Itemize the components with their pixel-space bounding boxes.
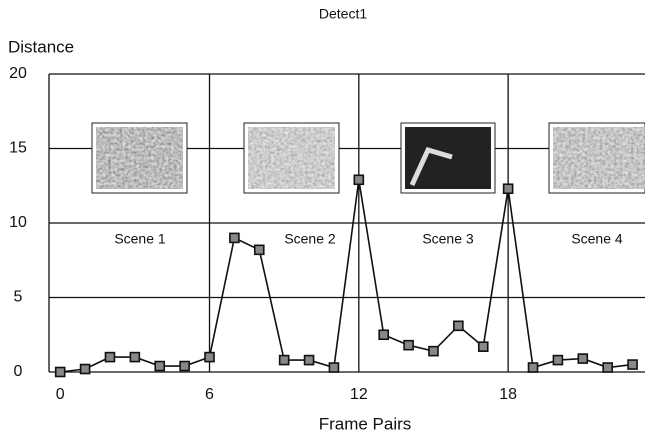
data-point — [130, 353, 139, 362]
data-point — [429, 347, 438, 356]
data-point — [504, 184, 513, 193]
data-point — [529, 363, 538, 372]
data-point — [305, 356, 314, 365]
data-point — [155, 362, 164, 371]
y-axis-title: Distance — [8, 37, 74, 56]
data-point — [56, 368, 65, 377]
data-point — [578, 354, 587, 363]
data-point — [105, 353, 114, 362]
x-axis-title: Frame Pairs — [319, 414, 412, 433]
y-tick-label: 5 — [14, 289, 23, 306]
data-line — [60, 180, 632, 372]
chart-title: Detect1 — [319, 6, 367, 22]
data-point — [628, 360, 637, 369]
data-point — [454, 321, 463, 330]
x-tick-label: 0 — [56, 386, 65, 403]
data-point — [603, 363, 612, 372]
x-tick-label: 12 — [350, 386, 368, 403]
thumbnails — [92, 123, 645, 193]
data-point — [255, 245, 264, 254]
thumbnail — [96, 127, 183, 189]
scene-label: Scene 1 — [114, 231, 166, 247]
scene-label: Scene 2 — [284, 231, 336, 247]
y-tick-label: 20 — [9, 65, 27, 82]
data-point — [180, 362, 189, 371]
chart: Detect1 Distance Frame Pairs 0 5 10 15 20 0 6 1… — [0, 0, 645, 437]
x-tick-label: 6 — [205, 386, 214, 403]
data-point — [280, 356, 289, 365]
thumbnail — [553, 127, 645, 189]
data-point — [230, 233, 239, 242]
data-point — [205, 353, 214, 362]
y-tick-label: 10 — [9, 214, 27, 231]
data-point — [81, 365, 90, 374]
thumbnail — [248, 127, 335, 189]
data-point — [404, 341, 413, 350]
data-point — [479, 342, 488, 351]
y-tick-label: 15 — [9, 140, 27, 157]
scene-label: Scene 3 — [422, 231, 474, 247]
data-point — [329, 363, 338, 372]
y-tick-label: 0 — [14, 363, 23, 380]
data-point — [354, 175, 363, 184]
data-point — [553, 356, 562, 365]
data-point — [379, 330, 388, 339]
x-tick-label: 18 — [499, 386, 517, 403]
scene-label: Scene 4 — [571, 231, 623, 247]
